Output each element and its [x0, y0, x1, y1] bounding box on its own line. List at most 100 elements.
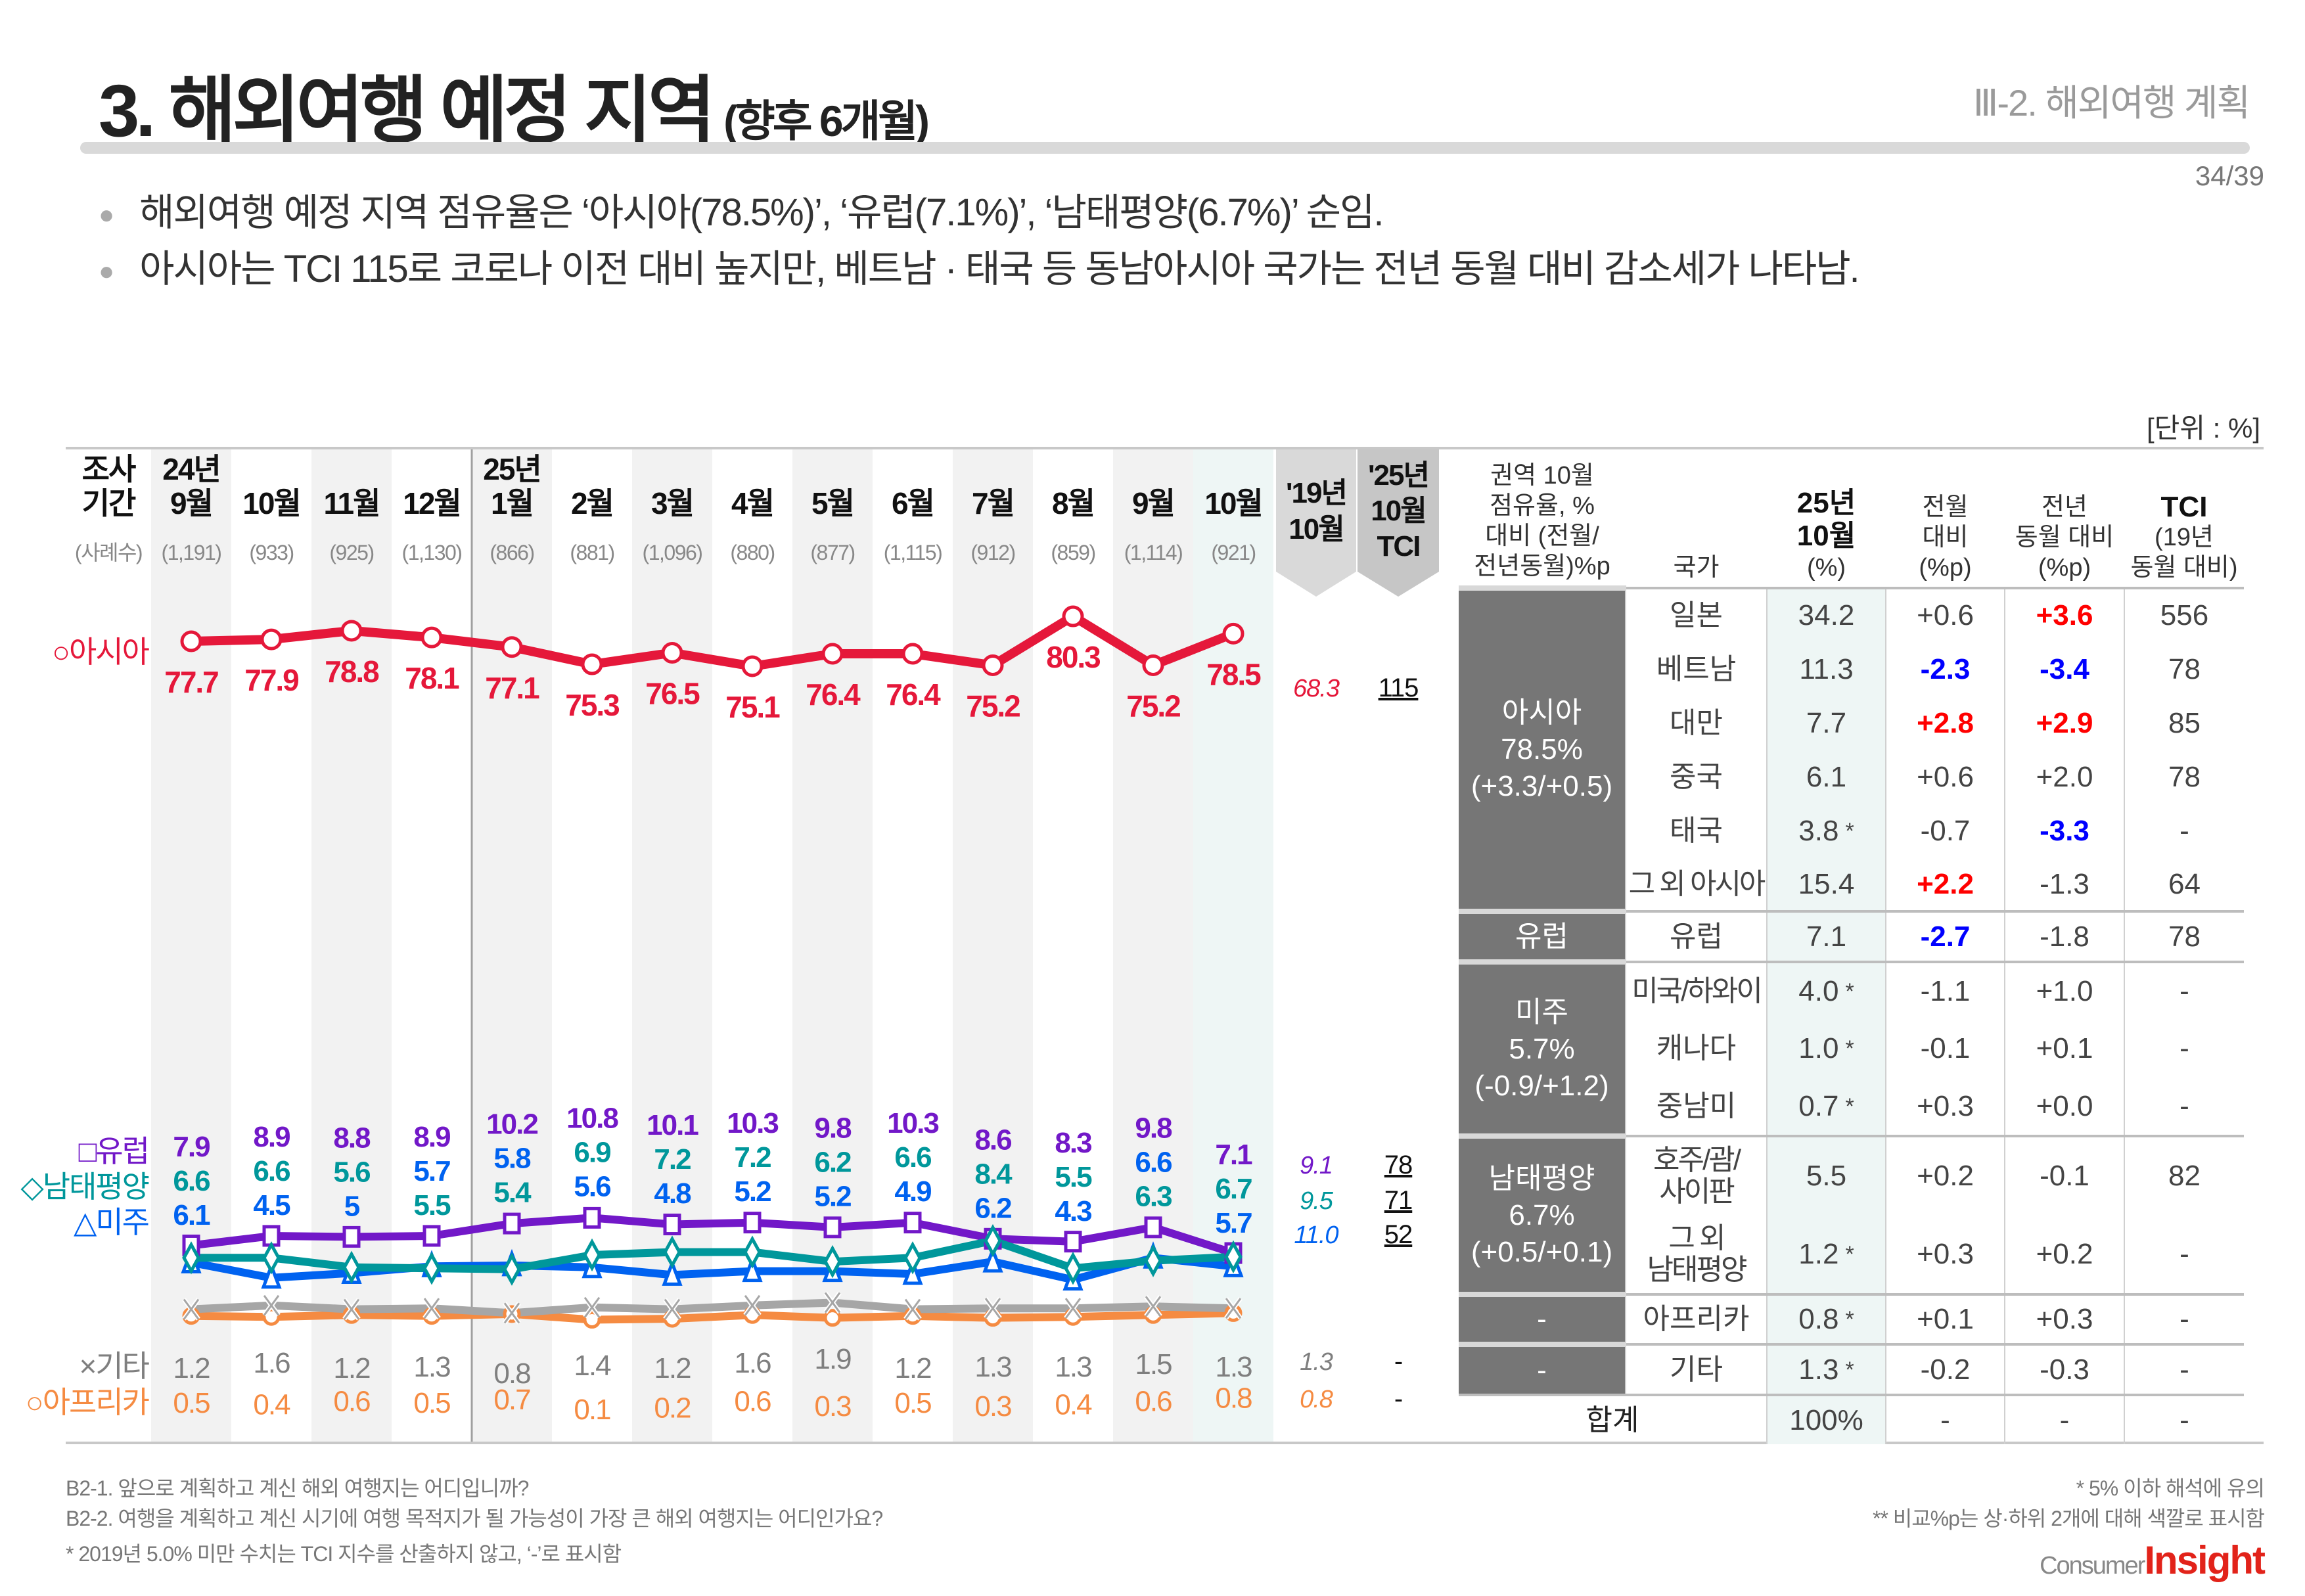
mom-cell: -2.7: [1885, 910, 2005, 962]
region-cell: -: [1459, 1342, 1626, 1395]
data-point: [823, 1216, 842, 1239]
month-label: 8월: [1052, 486, 1094, 520]
col-header-mom: 전월 대비 (%p): [1886, 449, 2005, 589]
country-cell: 기타: [1625, 1343, 1767, 1395]
data-label-기타: 1.3: [974, 1351, 1011, 1383]
share-cell: 1.2 *: [1766, 1215, 1886, 1294]
data-label-asia: 76.4: [806, 677, 861, 712]
country-cell: 미국/하와이: [1625, 961, 1767, 1020]
data-label-asia: 75.2: [1126, 689, 1180, 723]
footnote-question-1: B2-1. 앞으로 계획하고 계신 해외 여행지는 어디입니까?: [66, 1476, 529, 1500]
bullet-text: 해외여행 예정 지역 점유율은 ‘아시아(78.5%)’, ‘유럽(7.1%)’…: [139, 191, 1384, 234]
data-point: [904, 1298, 921, 1320]
mom-cell: +2.8: [1885, 696, 2005, 750]
data-label-유럽: 7.1: [1215, 1139, 1252, 1171]
data-label-아프리카: 0.3: [814, 1390, 851, 1423]
mom-cell: +0.3: [1885, 1078, 2005, 1136]
tci-value: -: [1394, 1384, 1402, 1413]
data-label-남태평양: 7.2: [654, 1143, 691, 1175]
data-point: [343, 1298, 360, 1320]
data-point: [583, 1238, 601, 1272]
table-row: 남태평양 6.7% (+0.5/+0.1) 호주/괌/ 사이판 5.5 +0.2 -0.…: [1459, 1133, 2244, 1294]
table-row: 태국 3.8 * -0.7 -3.3-: [1459, 804, 2244, 858]
data-label-asia: 78.8: [325, 654, 379, 689]
column-band: [1113, 449, 1193, 1442]
period-label: 조사: [82, 452, 136, 486]
data-point: [421, 626, 443, 649]
data-point: [663, 1214, 681, 1236]
small-sample-mark: *: [1845, 1357, 1854, 1382]
yoy-cell: +2.9: [2004, 696, 2124, 750]
data-label-아프리카: 0.6: [734, 1386, 771, 1418]
yoy-cell: +1.0: [2004, 961, 2124, 1020]
tci-cell: 78: [2124, 750, 2244, 804]
data-label-asia: 80.3: [1046, 640, 1100, 674]
data-point: [661, 642, 683, 664]
data-label-아프리카: 0.2: [654, 1392, 691, 1425]
ref-header: '19년: [1286, 477, 1346, 509]
data-label-유럽: 9.8: [814, 1112, 852, 1145]
data-label-남태평양: 6.7: [1215, 1173, 1252, 1205]
data-point: [1062, 605, 1084, 627]
tci-cell: 78: [2124, 642, 2244, 696]
data-point: [901, 643, 924, 665]
region-share-table: 권역 10월 점유율, % 대비 (전월/ 전년동월)%p 국가 25년 10월…: [1459, 449, 2244, 1444]
series-line-유럽: [187, 1214, 1237, 1257]
tci-value: 78: [1384, 1151, 1413, 1179]
column-band: [472, 449, 552, 1442]
data-label-미주: 4.8: [654, 1177, 691, 1210]
sample-size: (866): [490, 541, 534, 564]
mom-cell: +0.3: [1885, 1215, 2005, 1294]
total-tci: -: [2124, 1394, 2244, 1444]
data-label-기타: 0.8: [493, 1357, 530, 1390]
share-value: 5.5: [1806, 1160, 1847, 1192]
ref-1910-value: 1.3: [1300, 1348, 1333, 1376]
region-cell: -: [1459, 1292, 1626, 1344]
data-point: [984, 1224, 1002, 1258]
sample-size: (925): [329, 541, 373, 564]
tci-header: '25년: [1368, 459, 1428, 491]
bullet-dot-icon: ●: [99, 200, 114, 230]
tci-cell: 85: [2124, 696, 2244, 750]
data-label-기타: 1.6: [734, 1347, 771, 1379]
tci-cell: -: [2124, 804, 2244, 858]
data-point: [340, 620, 363, 642]
month-label: 7월: [972, 486, 1014, 520]
share-cell: 1.3 *: [1766, 1343, 1886, 1395]
tci-cell: 556: [2124, 587, 2244, 642]
data-point: [422, 1252, 441, 1285]
bullet-text: 아시아는 TCI 115로 코로나 이전 대비 높지만, 베트남 · 태국 등 …: [139, 248, 1860, 290]
data-label-미주: 6.6: [1135, 1147, 1172, 1179]
mom-cell: -1.1: [1885, 961, 2005, 1020]
tci-cell: -: [2124, 1293, 2244, 1344]
small-sample-mark: *: [1845, 1036, 1854, 1061]
country-cell: 일본: [1625, 587, 1767, 642]
data-label-미주: 4.9: [894, 1175, 931, 1208]
data-label-미주: 5.2: [814, 1181, 851, 1213]
ref-column-header-shape: [1276, 449, 1356, 597]
data-label-아프리카: 0.5: [173, 1387, 210, 1419]
data-point: [903, 1241, 922, 1275]
data-point: [262, 1241, 281, 1275]
total-value: 100%: [1766, 1394, 1886, 1444]
company-logo: ConsumerInsight: [2040, 1538, 2266, 1583]
data-label-남태평양: 5.5: [1055, 1161, 1092, 1193]
data-point: [260, 628, 283, 650]
table-row: 그 외 아시아 15.4 +2.2 -1.3 64: [1459, 858, 2244, 911]
sample-size: (1,191): [162, 541, 221, 564]
data-label-미주: 5.8: [493, 1143, 531, 1175]
data-label-남태평양: 7.2: [734, 1141, 771, 1174]
footnote-tci: * 2019년 5.0% 미만 수치는 TCI 지수를 산출하지 않고, ‘-’…: [66, 1542, 622, 1566]
month-label: 10월: [1204, 486, 1262, 520]
data-point: [583, 1296, 601, 1318]
data-label-미주: 6.2: [974, 1193, 1011, 1225]
share-cell: 1.0 *: [1766, 1020, 1886, 1078]
data-label-asia: 75.2: [966, 689, 1020, 723]
bullet-item: ● 아시아는 TCI 115로 코로나 이전 대비 높지만, 베트남 · 태국 등…: [99, 238, 1860, 293]
tci-value: 52: [1384, 1220, 1413, 1249]
data-label-기타: 1.2: [173, 1352, 210, 1384]
yoy-cell: -0.3: [2004, 1343, 2124, 1395]
month-label: 12월: [403, 486, 461, 520]
share-cell: 4.0 *: [1766, 961, 1886, 1020]
sample-size: (1,114): [1124, 541, 1183, 564]
